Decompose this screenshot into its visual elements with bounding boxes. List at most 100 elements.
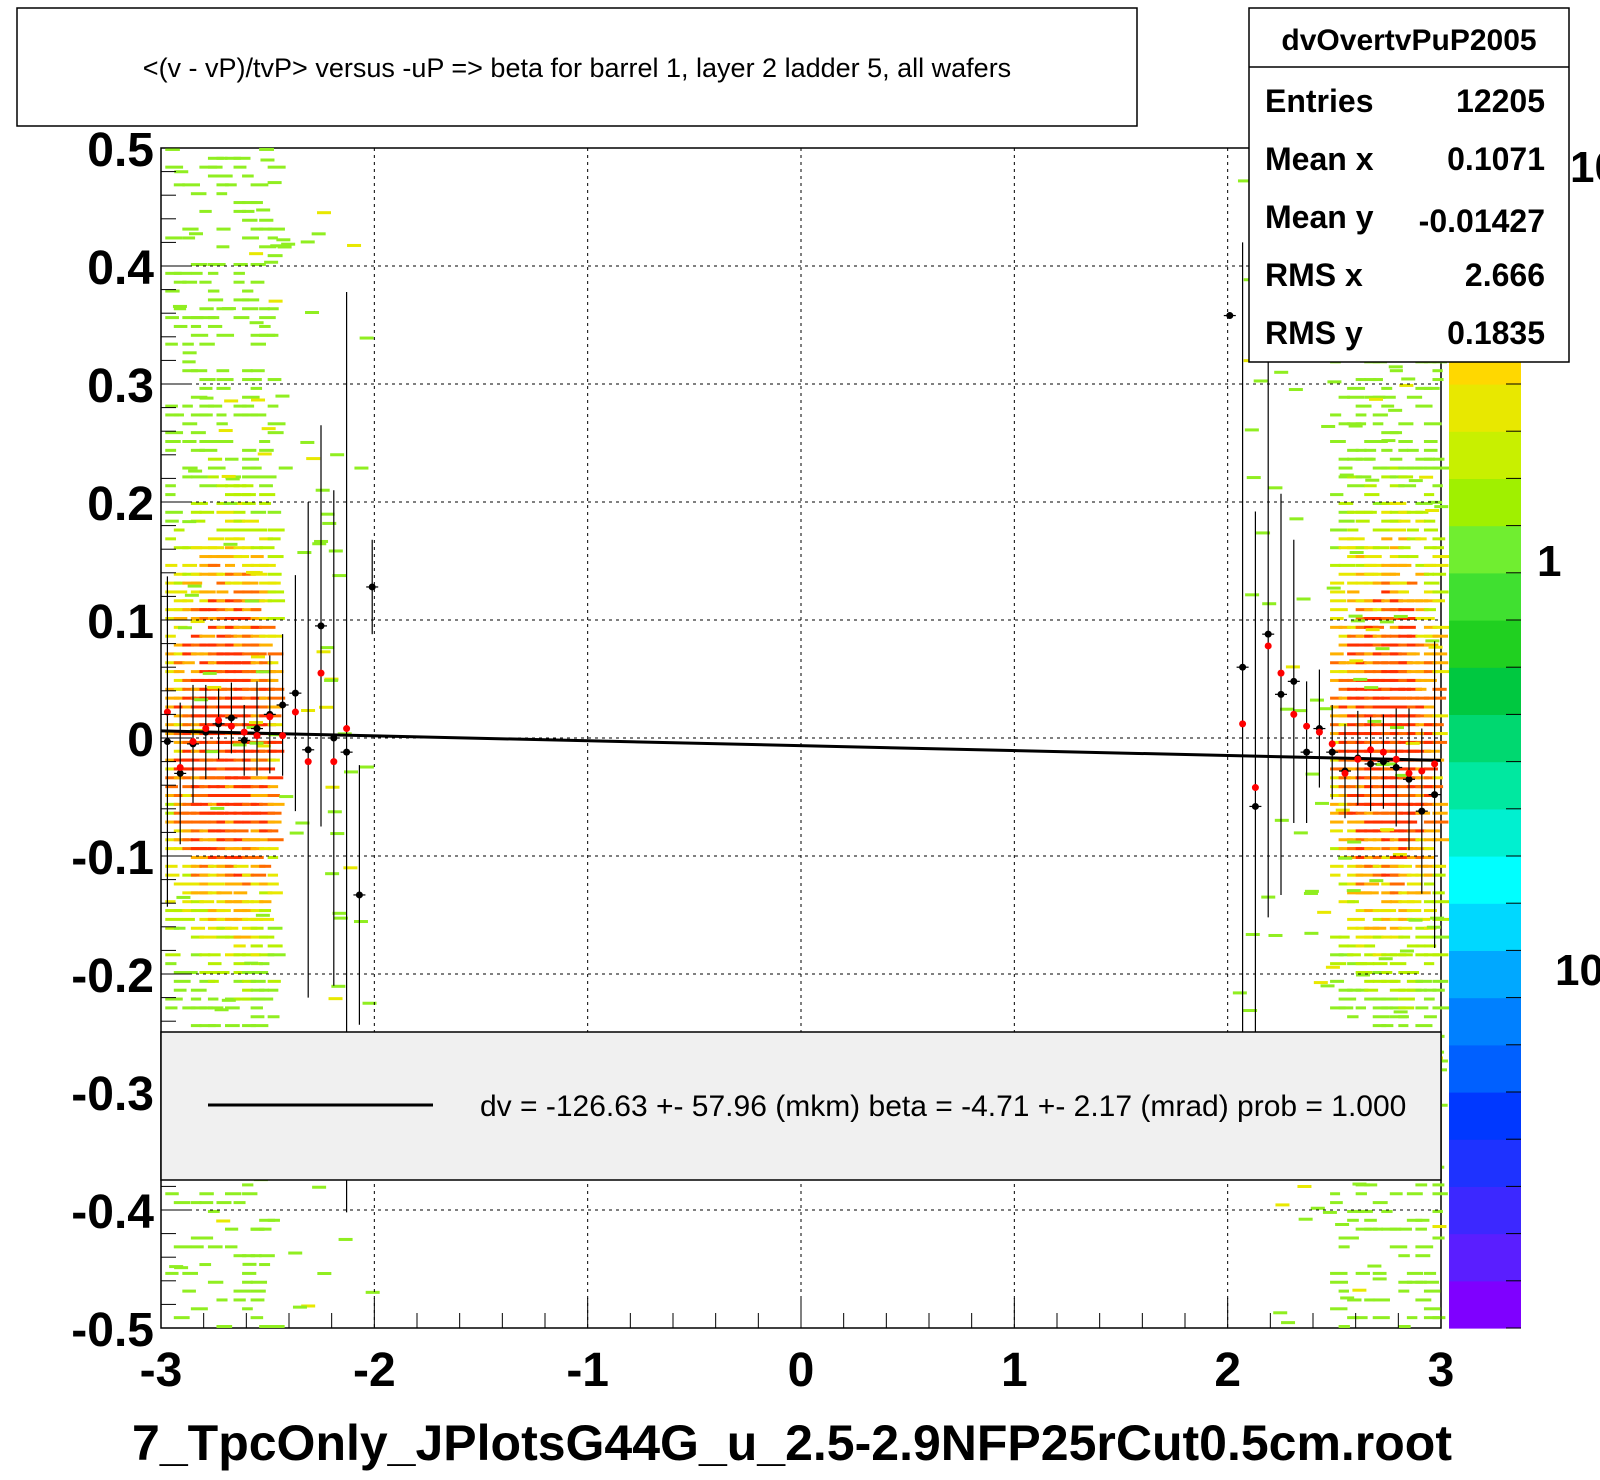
heat-cell: [259, 723, 277, 727]
heat-cell: [1347, 864, 1363, 868]
heat-cell: [216, 174, 233, 178]
data-point-red: [202, 725, 210, 733]
heat-cell: [250, 997, 266, 1001]
heat-cell: [250, 661, 263, 665]
heat-cell: [1364, 802, 1375, 806]
heat-cell: [233, 900, 249, 904]
heat-cell: [1389, 847, 1403, 851]
heat-cell: [182, 696, 197, 700]
heat-cell: [225, 882, 243, 886]
heat-cell: [1364, 1298, 1376, 1302]
heat-cell: [1423, 900, 1436, 904]
data-point-black: [1379, 758, 1387, 766]
heat-cell: [233, 785, 251, 789]
heat-cell: [173, 847, 184, 851]
heat-cell: [1423, 1316, 1440, 1320]
heat-cell: [173, 988, 187, 992]
heat-cell: [1398, 935, 1411, 939]
heat-cell: [259, 935, 275, 939]
heat-cell: [207, 767, 225, 771]
heat-cell: [1398, 926, 1413, 930]
heat-cell: [250, 386, 263, 390]
heat-cell: [1423, 1289, 1441, 1293]
heat-cell: [1372, 1298, 1390, 1302]
heat-cell: [250, 555, 264, 559]
heat-cell: [165, 661, 183, 665]
heat-cell: [1347, 758, 1358, 762]
heat-cell: [1415, 678, 1427, 682]
heat-cell: [1423, 448, 1438, 452]
heat-cell: [281, 242, 296, 246]
heat-cell: [165, 794, 182, 797]
heat-cell: [165, 608, 182, 612]
heat-cell: [1340, 1296, 1355, 1300]
heat-cell: [233, 811, 250, 815]
heat-cell: [1347, 670, 1364, 674]
heat-cell: [242, 652, 259, 656]
heat-cell: [182, 351, 197, 355]
heat-cell: [1406, 855, 1419, 859]
heat-cell: [1381, 661, 1399, 665]
heat-cell: [1389, 581, 1406, 585]
heat-cell: [1338, 882, 1356, 886]
heat-cell: [216, 156, 228, 160]
palette-band: [1449, 856, 1521, 904]
heat-cell: [1372, 1015, 1390, 1019]
heat-cell: [242, 847, 257, 851]
heat-cell: [328, 997, 343, 1001]
heat-cell: [1389, 599, 1403, 603]
heat-cell: [190, 997, 202, 1001]
heat-cell: [173, 979, 191, 983]
heat-cell: [1398, 732, 1414, 736]
heat-cell: [1355, 926, 1370, 930]
heat-cell: [182, 643, 195, 647]
heat-cell: [1364, 988, 1379, 992]
heat-cell: [182, 599, 194, 603]
heat-cell: [1330, 670, 1345, 674]
heat-cell: [233, 935, 252, 939]
heat-cell: [267, 1015, 280, 1019]
heat-cell: [223, 501, 238, 505]
data-point-black: [291, 689, 299, 697]
heat-cell: [259, 501, 272, 505]
heat-cell: [250, 678, 266, 682]
heat-cell: [242, 953, 260, 957]
heat-cell: [199, 1192, 214, 1196]
heat-cell: [1273, 1311, 1288, 1315]
heat-cell: [182, 749, 196, 753]
heat-cell: [1298, 1217, 1313, 1221]
heat-cell: [1423, 1280, 1439, 1284]
heat-cell: [207, 838, 225, 842]
heat-cell: [1406, 678, 1422, 682]
heat-cell: [250, 864, 266, 868]
heat-cell: [1432, 723, 1444, 727]
heat-cell: [216, 581, 231, 585]
heat-cell: [250, 811, 262, 815]
heat-cell: [359, 336, 374, 340]
heat-cell: [1355, 625, 1372, 629]
heat-cell: [1405, 741, 1420, 745]
x-axis-title: 7_TpcOnly_JPlotsG44G_u_2.5-2.9NFP25rCut0…: [132, 1415, 1452, 1471]
heat-cell: [233, 767, 249, 771]
heat-cell: [1364, 625, 1379, 629]
heat-cell: [207, 546, 225, 550]
heat-cell: [1372, 723, 1383, 727]
heat-cell: [1245, 593, 1260, 597]
heat-cell: [1372, 953, 1387, 957]
heat-cell: [259, 1263, 271, 1267]
heat-cell: [165, 723, 178, 727]
heat-cell: [1330, 528, 1347, 532]
heat-cell: [1330, 732, 1341, 736]
heat-cell: [216, 855, 227, 859]
heat-cell: [1372, 705, 1386, 709]
heat-cell: [1398, 519, 1411, 523]
heat-cell: [267, 617, 285, 620]
palette-band: [1449, 714, 1521, 763]
heat-cell: [1347, 590, 1360, 594]
heat-cell: [182, 563, 198, 567]
heat-cell: [173, 696, 185, 700]
heat-cell: [1330, 873, 1341, 877]
heat-cell: [295, 821, 310, 825]
heat-cell: [1372, 838, 1385, 842]
heat-cell: [190, 1307, 208, 1311]
